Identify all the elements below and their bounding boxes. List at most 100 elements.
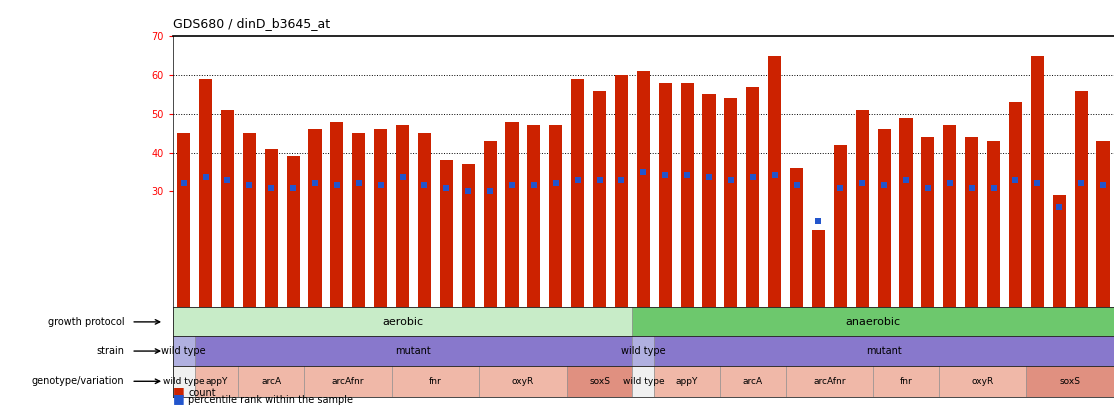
Point [196, 174, 214, 181]
Bar [899, 118, 912, 307]
Bar [720, 366, 785, 397]
Text: soxS: soxS [1059, 377, 1081, 386]
Point [700, 174, 717, 181]
Bar [1053, 195, 1066, 307]
Point [459, 188, 477, 194]
Text: anaerobic: anaerobic [846, 317, 901, 327]
Text: percentile rank within the sample: percentile rank within the sample [188, 395, 353, 405]
Bar [304, 366, 392, 397]
Bar [527, 126, 540, 307]
Bar [571, 79, 584, 307]
Bar [265, 149, 277, 307]
Point [590, 177, 608, 183]
Point [941, 179, 959, 186]
Text: soxS: soxS [589, 377, 610, 386]
Point [262, 185, 280, 192]
Bar [173, 366, 195, 397]
Point [525, 182, 543, 189]
Bar [769, 56, 781, 307]
Point [678, 171, 696, 178]
Point [504, 182, 521, 189]
Bar [238, 366, 304, 397]
Bar [856, 110, 869, 307]
Bar [873, 366, 939, 397]
Text: arcAfnr: arcAfnr [332, 377, 364, 386]
Bar [440, 160, 453, 307]
Bar [746, 87, 760, 307]
Bar [878, 129, 891, 307]
Bar [483, 141, 497, 307]
Point [241, 182, 258, 189]
Point [175, 179, 193, 186]
Text: appY: appY [676, 377, 698, 386]
Text: wild type: wild type [620, 346, 666, 356]
Bar [195, 337, 633, 366]
Bar [374, 129, 388, 307]
Point [372, 182, 390, 189]
Bar [177, 133, 190, 307]
Point [765, 171, 783, 178]
Bar [309, 129, 322, 307]
Bar [418, 133, 431, 307]
Bar [286, 156, 300, 307]
Text: wild type: wild type [162, 346, 206, 356]
Bar [681, 83, 694, 307]
Point [635, 168, 653, 175]
Text: arcAfnr: arcAfnr [813, 377, 846, 386]
Bar [633, 366, 654, 397]
Bar [1026, 366, 1114, 397]
Bar [352, 133, 365, 307]
Point [722, 177, 740, 183]
Point [744, 174, 762, 181]
Point [547, 179, 565, 186]
Bar [790, 168, 803, 307]
Point [569, 177, 587, 183]
Point [788, 182, 805, 189]
Bar [392, 366, 479, 397]
Point [831, 185, 849, 192]
Text: aerobic: aerobic [382, 317, 423, 327]
Point [656, 171, 674, 178]
Bar [1096, 141, 1110, 307]
Point [481, 188, 499, 194]
Bar [1075, 91, 1087, 307]
Bar [330, 122, 343, 307]
Text: wild type: wild type [163, 377, 205, 386]
Bar [633, 307, 1114, 337]
Bar [395, 126, 409, 307]
Text: fnr: fnr [429, 377, 442, 386]
Bar [987, 141, 1000, 307]
Bar [221, 110, 234, 307]
Text: mutant: mutant [867, 346, 902, 356]
Bar [654, 337, 1114, 366]
Bar [921, 137, 935, 307]
Point [393, 174, 411, 181]
Bar [243, 133, 256, 307]
Bar [812, 230, 825, 307]
Bar [506, 122, 518, 307]
Text: arcA: arcA [261, 377, 281, 386]
Text: count: count [188, 388, 216, 398]
Bar [173, 307, 633, 337]
Point [962, 185, 980, 192]
Point [985, 185, 1003, 192]
Point [876, 182, 893, 189]
Point [218, 177, 236, 183]
Point [328, 182, 345, 189]
Bar [724, 98, 737, 307]
Point [1073, 179, 1091, 186]
Text: ■: ■ [173, 385, 185, 398]
Point [306, 179, 324, 186]
Text: oxyR: oxyR [511, 377, 534, 386]
Point [1007, 177, 1025, 183]
Text: strain: strain [96, 346, 125, 356]
Bar [615, 75, 628, 307]
Text: genotype/variation: genotype/variation [31, 376, 125, 386]
Text: fnr: fnr [900, 377, 912, 386]
Text: GDS680 / dinD_b3645_at: GDS680 / dinD_b3645_at [173, 17, 330, 30]
Text: wild type: wild type [623, 377, 664, 386]
Bar [549, 126, 563, 307]
Bar [654, 366, 720, 397]
Bar [658, 83, 672, 307]
Point [853, 179, 871, 186]
